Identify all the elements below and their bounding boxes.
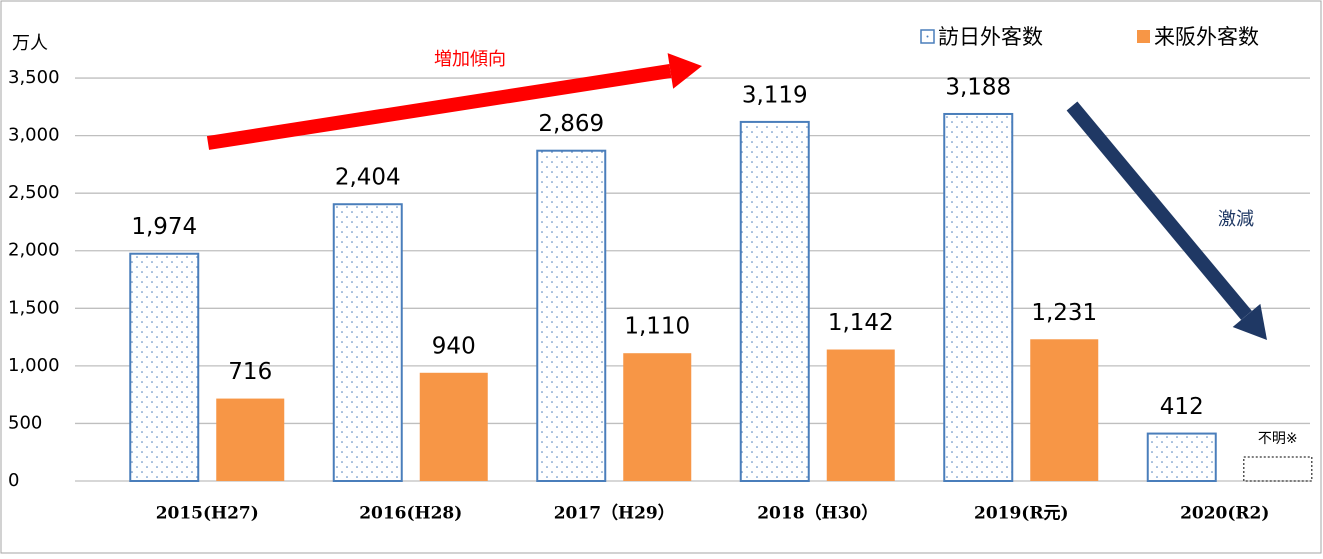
legend-label: 訪日外客数 (938, 25, 1043, 49)
bar (623, 353, 692, 481)
bar (332, 203, 403, 483)
value-label: 2,869 (538, 111, 604, 137)
legend-label: 来阪外客数 (1154, 25, 1259, 49)
value-label: 3,119 (742, 82, 808, 108)
annotation: 激減 (1218, 209, 1254, 230)
bar (739, 120, 810, 482)
x-tick-label: 2016(H28) (359, 504, 462, 524)
x-tick-label: 2019(R元) (974, 504, 1069, 524)
y-tick-label: 2,500 (8, 182, 60, 203)
y-tick-label: 2,000 (8, 240, 60, 261)
y-tick-label: 1,000 (8, 355, 60, 376)
bar (419, 372, 488, 481)
legend-swatch (1137, 30, 1150, 43)
bar (536, 149, 607, 482)
placeholder (1243, 456, 1313, 482)
y-tick-label: 500 (8, 412, 42, 433)
annotation: 増加傾向 (434, 49, 506, 70)
value-label: 1,142 (828, 310, 894, 336)
arrow-shaft (206, 64, 672, 150)
bar (216, 398, 285, 481)
value-label: 412 (1160, 394, 1204, 420)
value-label: 不明※ (1258, 431, 1298, 447)
bar (129, 252, 200, 482)
value-label: 2,404 (335, 165, 401, 191)
legend-dot (926, 35, 929, 38)
y-tick-label: 3,500 (8, 67, 60, 88)
value-label: 716 (228, 359, 272, 385)
x-tick-label: 2017（H29） (554, 503, 675, 524)
y-tick-label: 1,500 (8, 297, 60, 318)
arrow-shaft (1066, 101, 1252, 320)
value-label: 940 (432, 333, 476, 359)
arrow-head (667, 53, 702, 89)
bar (943, 112, 1014, 482)
value-label: 1,974 (131, 214, 197, 240)
x-tick-label: 2015(H27) (156, 504, 259, 524)
y-axis-label: 万人 (12, 33, 48, 54)
value-label: 1,231 (1031, 300, 1097, 326)
x-tick-label: 2020(R2) (1180, 504, 1269, 524)
bar (826, 349, 895, 481)
value-label: 1,110 (624, 314, 690, 340)
bar (1030, 339, 1099, 481)
y-tick-label: 0 (8, 470, 19, 491)
x-tick-label: 2018（H30） (757, 503, 878, 524)
bar (1146, 432, 1217, 482)
y-tick-label: 3,000 (8, 125, 60, 146)
value-label: 3,188 (945, 74, 1011, 100)
arrow-head (1232, 303, 1267, 340)
